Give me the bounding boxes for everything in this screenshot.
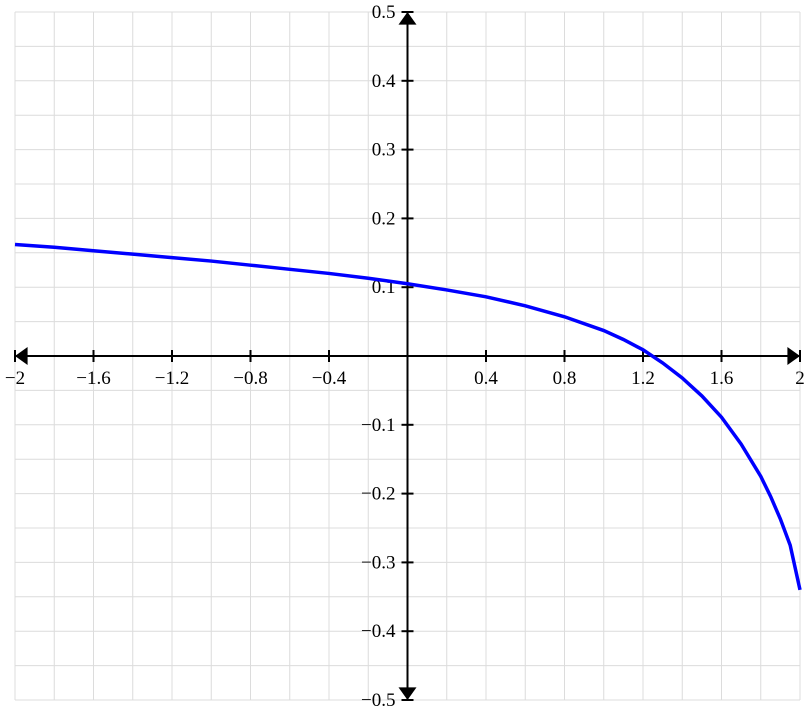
y-tick-label: 0.2 bbox=[372, 208, 396, 229]
y-tick-label: 0.5 bbox=[372, 2, 396, 23]
x-tick-label: −0.8 bbox=[233, 368, 267, 389]
chart-container: −2 −1.6 −1.2 −0.8 −0.4 0.4 0.8 1.2 1.6 2 −0.5 −0.4 −… bbox=[0, 0, 812, 712]
chart-svg: −2 −1.6 −1.2 −0.8 −0.4 0.4 0.8 1.2 1.6 2 −0.5 −0.4 −… bbox=[0, 0, 812, 712]
axis-arrow bbox=[399, 12, 417, 25]
axis-arrow bbox=[15, 347, 28, 365]
x-tick-label: 1.6 bbox=[710, 368, 734, 389]
x-tick-label: 1.2 bbox=[631, 368, 655, 389]
axis-arrow bbox=[399, 687, 417, 700]
y-tick-label: 0.4 bbox=[372, 71, 396, 92]
y-tick-label: −0.3 bbox=[361, 552, 395, 573]
x-tick-label: −0.4 bbox=[312, 368, 347, 389]
x-tick-label: 0.8 bbox=[553, 368, 577, 389]
x-tick-label: 0.4 bbox=[474, 368, 498, 389]
x-tick-label: −1.2 bbox=[155, 368, 189, 389]
y-tick-label: −0.1 bbox=[361, 415, 395, 436]
y-tick-label: −0.4 bbox=[361, 621, 396, 642]
y-tick-label: −0.5 bbox=[361, 690, 395, 711]
y-tick-label: 0.3 bbox=[372, 140, 396, 161]
axis-arrow bbox=[787, 347, 800, 365]
x-tick-label: −1.6 bbox=[76, 368, 110, 389]
x-tick-label: −2 bbox=[5, 368, 25, 389]
y-tick-label: −0.2 bbox=[361, 484, 395, 505]
x-tick-label: 2 bbox=[795, 368, 805, 389]
